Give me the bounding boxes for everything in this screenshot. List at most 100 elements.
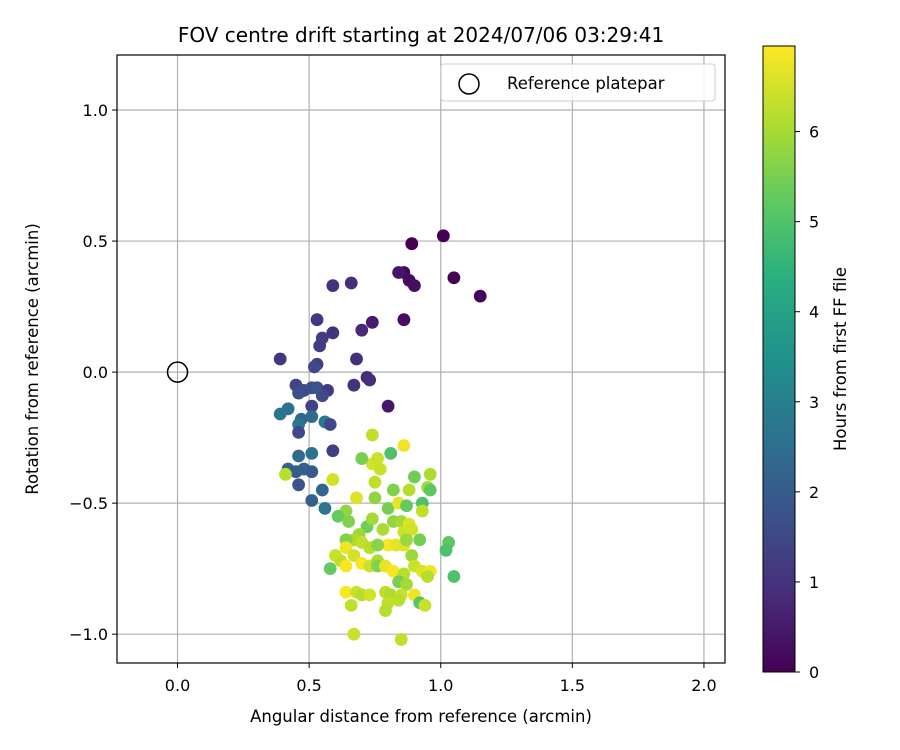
- x-axis-label: Angular distance from reference (arcmin): [250, 707, 592, 726]
- data-point: [305, 399, 319, 413]
- data-point: [323, 562, 337, 576]
- data-point: [326, 326, 340, 340]
- colorbar-ticks: 0 1 2 3 4 5 6: [795, 123, 819, 682]
- data-point: [292, 425, 306, 439]
- data-point: [273, 407, 287, 421]
- data-point: [402, 483, 416, 497]
- data-point: [292, 478, 306, 492]
- data-point: [305, 410, 319, 424]
- data-point: [423, 467, 437, 481]
- data-point: [365, 428, 379, 442]
- legend-box: [440, 63, 716, 102]
- data-point: [323, 418, 337, 431]
- data-point: [279, 467, 292, 481]
- data-point: [318, 501, 332, 515]
- x-tick-label: 1.0: [428, 676, 453, 695]
- data-point: [344, 598, 358, 612]
- data-point: [273, 352, 287, 366]
- colorbar-tick-label: 0: [809, 663, 819, 682]
- data-point: [326, 444, 340, 458]
- data-point: [379, 604, 392, 617]
- colorbar-label: Hours from first FF file: [831, 267, 850, 451]
- y-axis-label: Rotation from reference (arcmin): [23, 223, 42, 495]
- reference-marker-layer: [166, 361, 189, 383]
- data-point: [339, 541, 353, 555]
- data-point: [373, 462, 387, 476]
- data-point: [331, 509, 345, 523]
- reference-platepar-marker: [166, 361, 189, 383]
- data-point: [408, 279, 421, 293]
- data-point: [394, 633, 408, 646]
- data-point: [363, 588, 377, 602]
- data-point: [473, 289, 487, 303]
- data-point: [350, 491, 363, 505]
- data-point: [447, 570, 461, 583]
- colorbar-tick-label: 5: [809, 213, 819, 232]
- data-point: [347, 378, 361, 392]
- data-point: [384, 446, 398, 460]
- data-point: [365, 315, 379, 329]
- data-point: [405, 237, 419, 251]
- legend-entry-reference-platepar: Reference platepar: [507, 74, 665, 93]
- data-point: [415, 504, 429, 518]
- data-point: [371, 452, 384, 465]
- data-point: [413, 533, 427, 547]
- data-point: [347, 549, 361, 562]
- data-point: [305, 446, 319, 460]
- x-tick-label: 0.0: [165, 676, 190, 695]
- data-point: [326, 473, 340, 486]
- data-point: [313, 339, 327, 353]
- data-point: [305, 465, 319, 479]
- data-point: [326, 279, 340, 293]
- data-point: [371, 538, 384, 552]
- y-tick-label: 0.5: [83, 232, 108, 251]
- y-tick-label: −0.5: [69, 494, 108, 513]
- data-point: [400, 577, 413, 591]
- data-points: [273, 229, 487, 646]
- colorbar-tick-label: 3: [809, 393, 819, 412]
- chart-title: FOV centre drift starting at 2024/07/06 …: [178, 23, 664, 47]
- data-point: [315, 483, 329, 497]
- data-point: [339, 585, 353, 599]
- data-point: [439, 543, 453, 557]
- data-point: [368, 491, 382, 505]
- data-point: [386, 564, 400, 578]
- data-point: [339, 559, 353, 573]
- data-point: [418, 598, 432, 612]
- data-point: [447, 271, 461, 285]
- data-point: [400, 499, 413, 513]
- data-point: [342, 515, 356, 528]
- colorbar-tick-label: 4: [809, 303, 819, 322]
- data-point: [405, 549, 419, 562]
- x-axis-ticks: 0.0 0.5 1.0 1.5 2.0: [165, 663, 717, 695]
- data-point: [408, 470, 421, 484]
- colorbar-tick-label: 1: [809, 573, 819, 592]
- x-tick-label: 1.5: [560, 676, 585, 695]
- data-point: [436, 229, 450, 243]
- data-point: [347, 627, 361, 641]
- data-point: [386, 483, 400, 497]
- y-axis-ticks: −1.0 −0.5 0.0 0.5 1.0: [69, 101, 117, 644]
- data-point: [397, 439, 411, 452]
- x-tick-label: 0.5: [296, 676, 321, 695]
- y-tick-label: 0.0: [83, 363, 108, 382]
- data-point: [392, 266, 406, 279]
- data-point: [355, 452, 369, 465]
- data-point: [308, 360, 321, 374]
- colorbar-tick-label: 6: [809, 123, 819, 142]
- data-point: [344, 276, 358, 290]
- data-point: [292, 449, 306, 463]
- data-point: [350, 352, 363, 366]
- data-point: [400, 533, 413, 547]
- data-point: [310, 313, 324, 327]
- data-point: [363, 373, 377, 387]
- data-point: [355, 323, 369, 337]
- data-point: [392, 593, 406, 607]
- legend: Reference platepar: [440, 63, 716, 102]
- data-point: [365, 512, 379, 526]
- data-point: [423, 483, 437, 497]
- data-point: [292, 386, 306, 400]
- data-point: [376, 522, 390, 536]
- data-point: [305, 494, 319, 507]
- data-point: [368, 475, 382, 489]
